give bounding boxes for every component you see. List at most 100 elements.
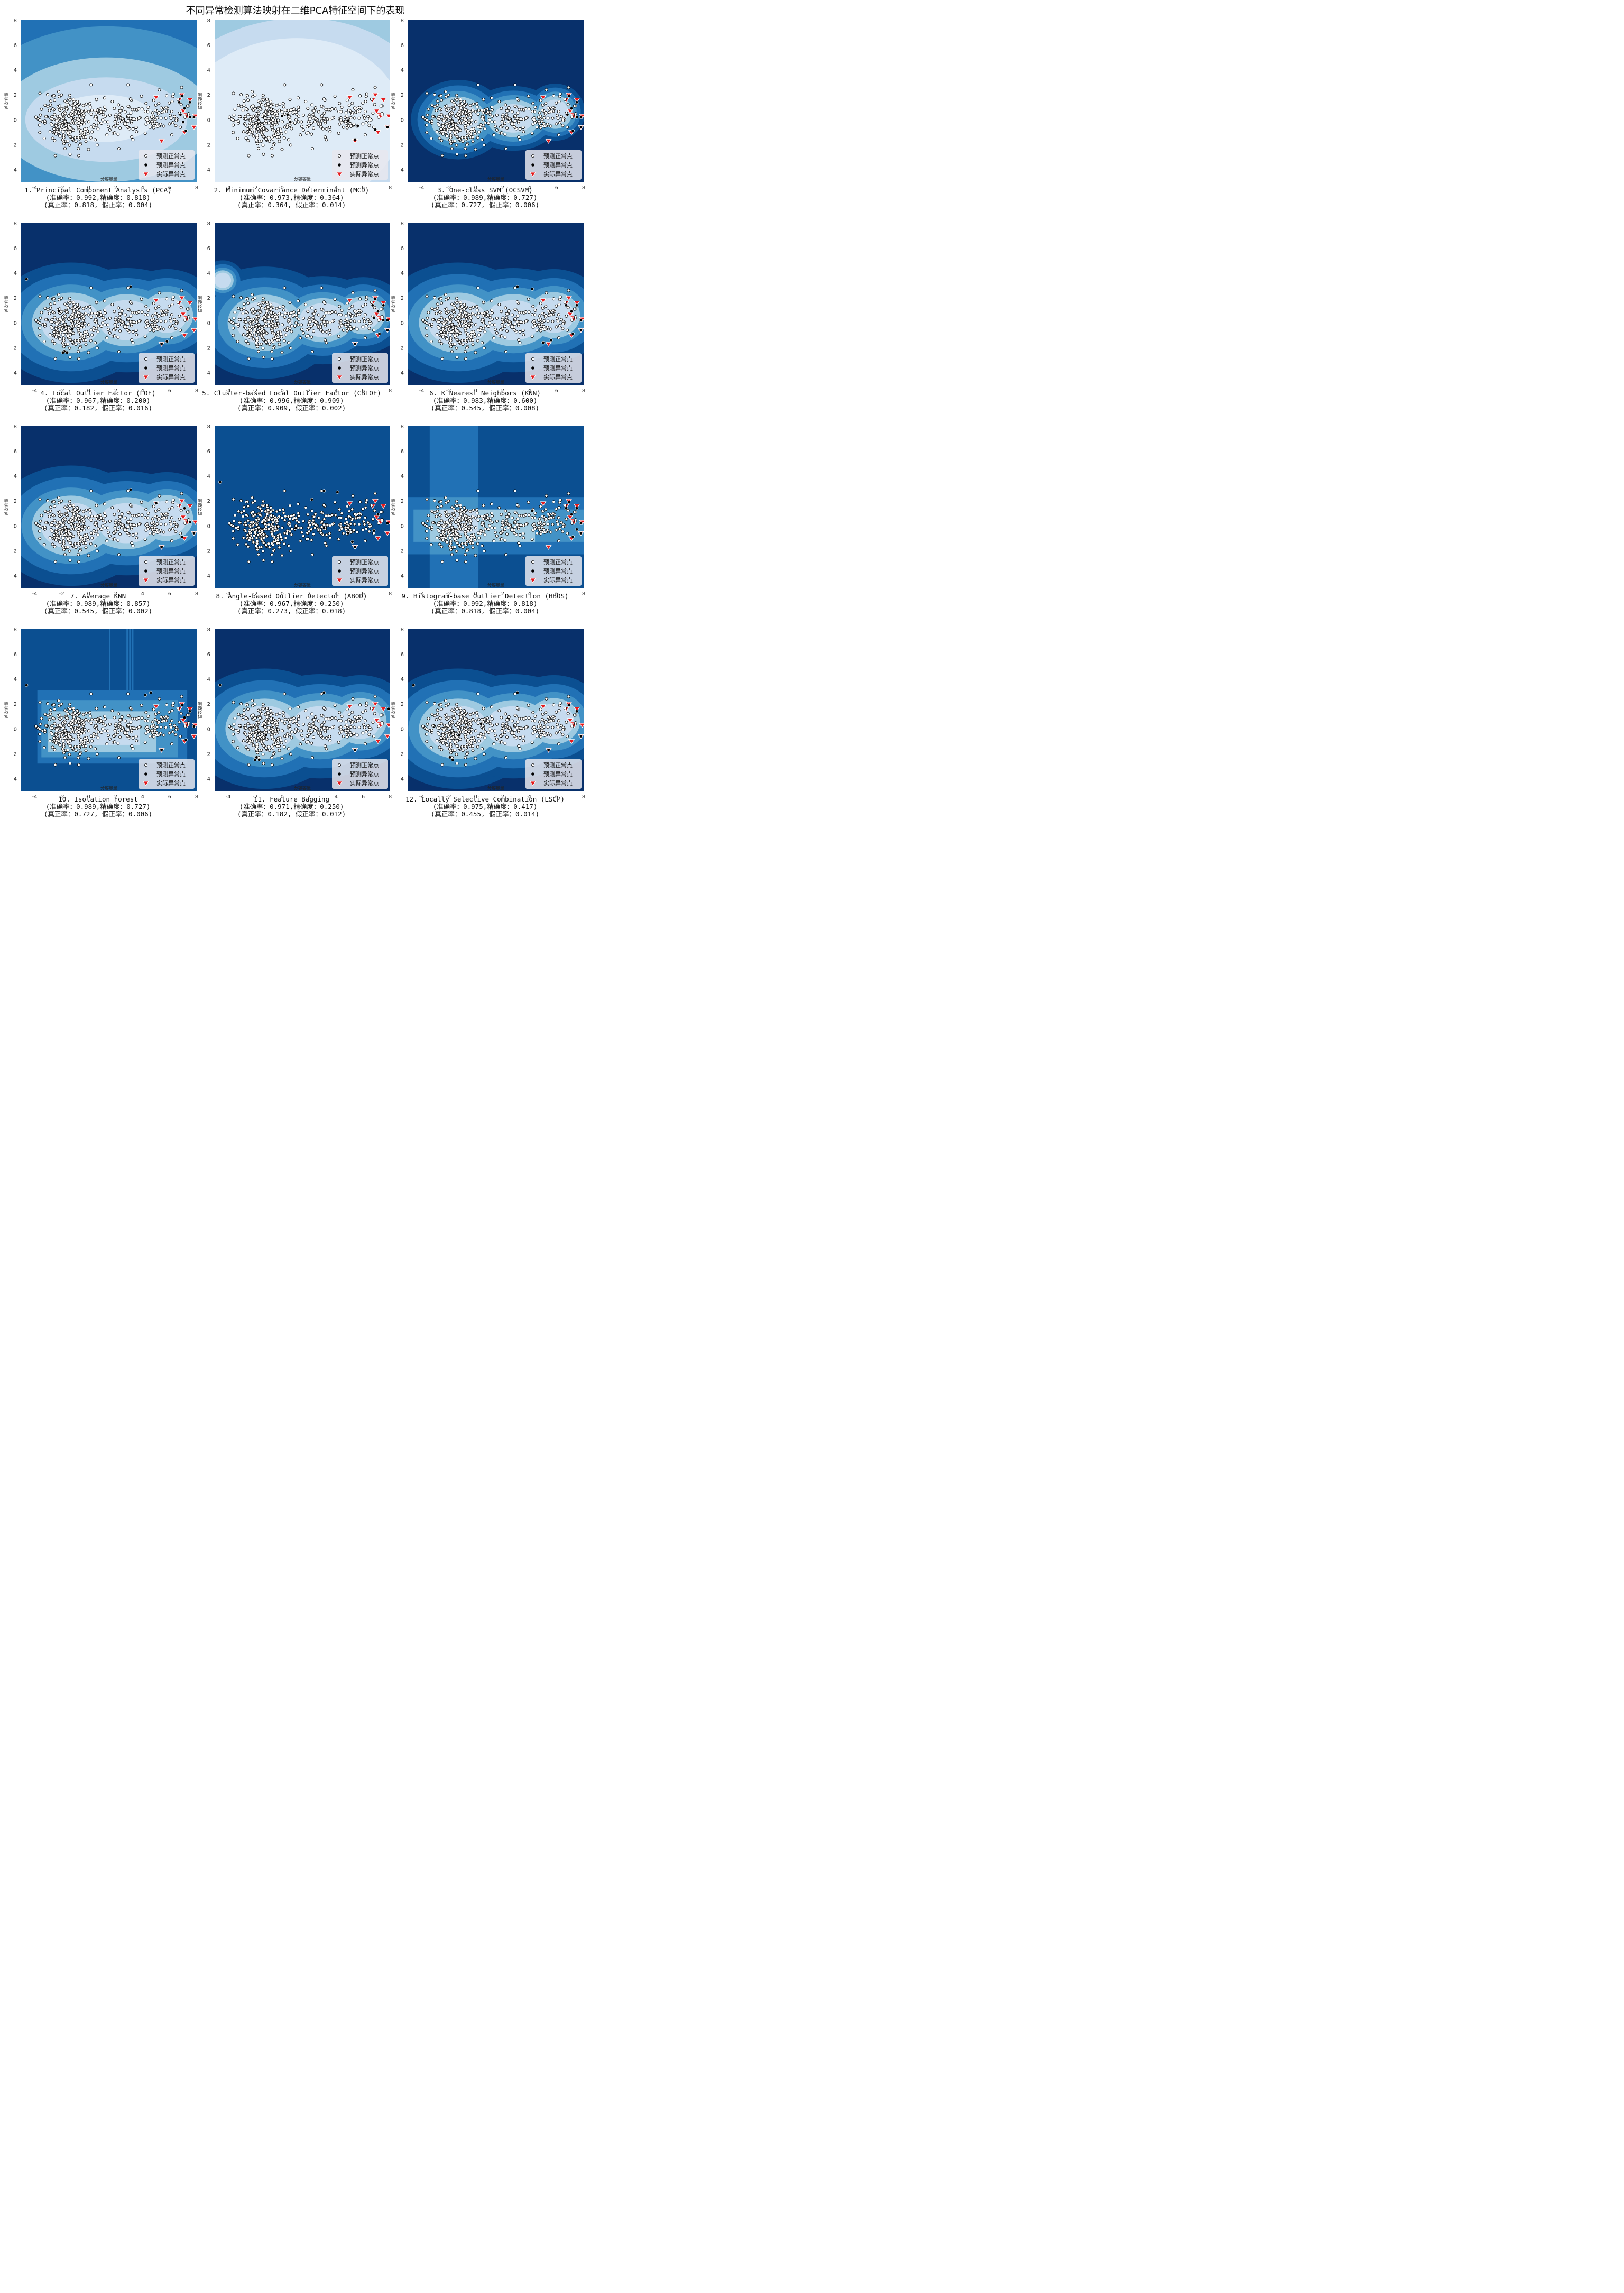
- predicted-normal-point: [287, 544, 291, 548]
- predicted-normal-point: [547, 106, 550, 110]
- predicted-normal-point: [262, 541, 265, 545]
- predicted-normal-point: [74, 749, 78, 752]
- predicted-normal-point: [89, 136, 93, 140]
- predicted-normal-point: [53, 748, 57, 751]
- predicted-normal-point: [567, 492, 570, 495]
- predicted-normal-point: [516, 119, 520, 123]
- predicted-normal-point: [52, 500, 56, 503]
- predicted-normal-point: [88, 102, 91, 105]
- predicted-outlier-point: [372, 316, 376, 319]
- predicted-normal-point: [539, 126, 542, 130]
- legend-label: 预测异常点: [156, 568, 186, 575]
- predicted-normal-point: [455, 500, 458, 503]
- predicted-normal-point: [68, 500, 71, 503]
- predicted-normal-point: [457, 522, 460, 526]
- predicted-normal-point: [497, 303, 501, 307]
- predicted-normal-point: [257, 518, 261, 521]
- predicted-normal-point: [160, 106, 163, 110]
- predicted-normal-point: [60, 310, 63, 314]
- predicted-outlier-point: [65, 351, 69, 354]
- predicted-normal-point: [445, 114, 449, 118]
- predicted-normal-point: [289, 514, 293, 518]
- predicted-normal-point: [345, 520, 349, 524]
- predicted-normal-point: [76, 311, 80, 315]
- predicted-normal-point: [322, 300, 326, 304]
- predicted-normal-point: [311, 349, 315, 353]
- predicted-normal-point: [438, 136, 441, 140]
- predicted-normal-point: [114, 530, 117, 533]
- true-outlier-point: [373, 718, 380, 723]
- predicted-normal-point: [544, 102, 548, 105]
- legend-label: 预测异常点: [543, 365, 573, 372]
- predicted-normal-point: [152, 301, 155, 305]
- predicted-normal-point: [503, 122, 506, 125]
- predicted-normal-point: [179, 328, 182, 332]
- predicted-normal-point: [233, 310, 237, 314]
- legend-label: 预测正常点: [156, 153, 186, 160]
- predicted-normal-point: [61, 739, 65, 743]
- predicted-normal-point: [116, 325, 119, 328]
- y-tick-label: -2: [205, 345, 210, 351]
- predicted-normal-point: [87, 729, 90, 733]
- predicted-normal-point: [507, 309, 511, 313]
- predicted-normal-point: [143, 132, 147, 135]
- predicted-normal-point: [473, 335, 477, 338]
- predicted-normal-point: [62, 548, 66, 551]
- predicted-normal-point: [86, 129, 89, 133]
- predicted-normal-point: [170, 133, 173, 137]
- predicted-normal-point: [363, 133, 367, 137]
- predicted-normal-point: [461, 343, 465, 346]
- predicted-normal-point: [260, 334, 263, 338]
- predicted-normal-point: [500, 513, 503, 517]
- predicted-normal-point: [469, 336, 473, 339]
- predicted-normal-point: [255, 548, 259, 551]
- predicted-normal-point: [328, 130, 332, 134]
- predicted-normal-point: [96, 108, 99, 112]
- predicted-normal-point: [146, 309, 150, 312]
- predicted-outlier-point: [188, 520, 192, 524]
- predicted-normal-point: [55, 728, 59, 732]
- predicted-normal-point: [271, 318, 275, 321]
- x-tick-label: -4: [226, 591, 231, 597]
- predicted-normal-point: [76, 100, 79, 104]
- predicted-normal-point: [160, 309, 163, 313]
- predicted-normal-point: [493, 323, 497, 327]
- predicted-normal-point: [322, 314, 326, 318]
- predicted-normal-point: [454, 306, 457, 310]
- predicted-normal-point: [85, 305, 88, 309]
- predicted-normal-point: [538, 314, 541, 318]
- predicted-normal-point: [266, 305, 270, 309]
- predicted-normal-point: [157, 111, 161, 115]
- predicted-normal-point: [267, 320, 271, 324]
- legend-label: 预测异常点: [350, 365, 379, 372]
- y-tick-label: 6: [14, 246, 17, 252]
- predicted-normal-point: [253, 513, 257, 517]
- predicted-normal-point: [80, 515, 84, 519]
- predicted-normal-point: [86, 538, 90, 541]
- legend-label: 预测正常点: [156, 559, 186, 566]
- predicted-normal-point: [546, 116, 550, 120]
- predicted-normal-point: [325, 330, 328, 334]
- predicted-normal-point: [131, 747, 135, 751]
- predicted-normal-point: [85, 508, 88, 512]
- predicted-normal-point: [464, 154, 467, 158]
- predicted-normal-point: [252, 325, 255, 328]
- y-tick-label: 0: [14, 726, 17, 732]
- predicted-normal-point: [421, 318, 425, 322]
- subplot-metrics: (准确率：0.989,精确度：0.857): [45, 600, 151, 607]
- predicted-normal-point: [88, 508, 91, 511]
- predicted-normal-point: [279, 332, 283, 336]
- predicted-normal-point: [239, 308, 243, 311]
- predicted-normal-point: [358, 309, 362, 312]
- predicted-normal-point: [537, 526, 541, 529]
- predicted-normal-point: [372, 734, 376, 738]
- y-tick-label: 6: [207, 43, 210, 49]
- predicted-normal-point: [280, 741, 283, 744]
- predicted-normal-point: [91, 532, 95, 536]
- predicted-normal-point: [158, 291, 161, 294]
- predicted-normal-point: [121, 726, 124, 730]
- predicted-normal-point: [280, 351, 284, 354]
- predicted-normal-point: [157, 508, 161, 511]
- predicted-normal-point: [502, 117, 505, 121]
- predicted-normal-point: [135, 130, 139, 134]
